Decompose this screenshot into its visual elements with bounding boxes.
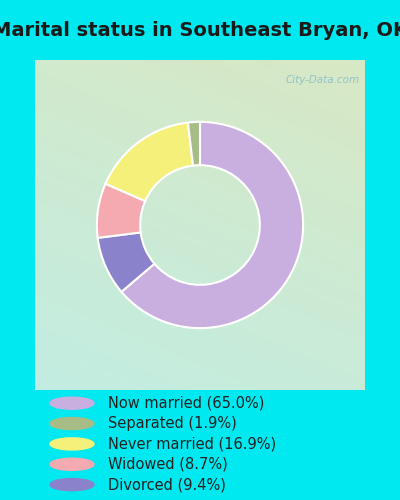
Wedge shape [122,122,303,328]
Text: Divorced (9.4%): Divorced (9.4%) [108,477,226,492]
Circle shape [50,438,94,450]
Wedge shape [97,184,145,238]
Wedge shape [188,122,200,166]
Text: Widowed (8.7%): Widowed (8.7%) [108,457,228,472]
Circle shape [50,478,94,490]
Circle shape [50,458,94,470]
Circle shape [50,418,94,430]
Text: Marital status in Southeast Bryan, OK: Marital status in Southeast Bryan, OK [0,20,400,40]
Text: City-Data.com: City-Data.com [286,76,360,86]
Text: Never married (16.9%): Never married (16.9%) [108,436,276,452]
Wedge shape [98,232,154,292]
Text: Separated (1.9%): Separated (1.9%) [108,416,237,431]
Text: Now married (65.0%): Now married (65.0%) [108,396,264,410]
Circle shape [50,397,94,409]
Wedge shape [106,122,193,201]
